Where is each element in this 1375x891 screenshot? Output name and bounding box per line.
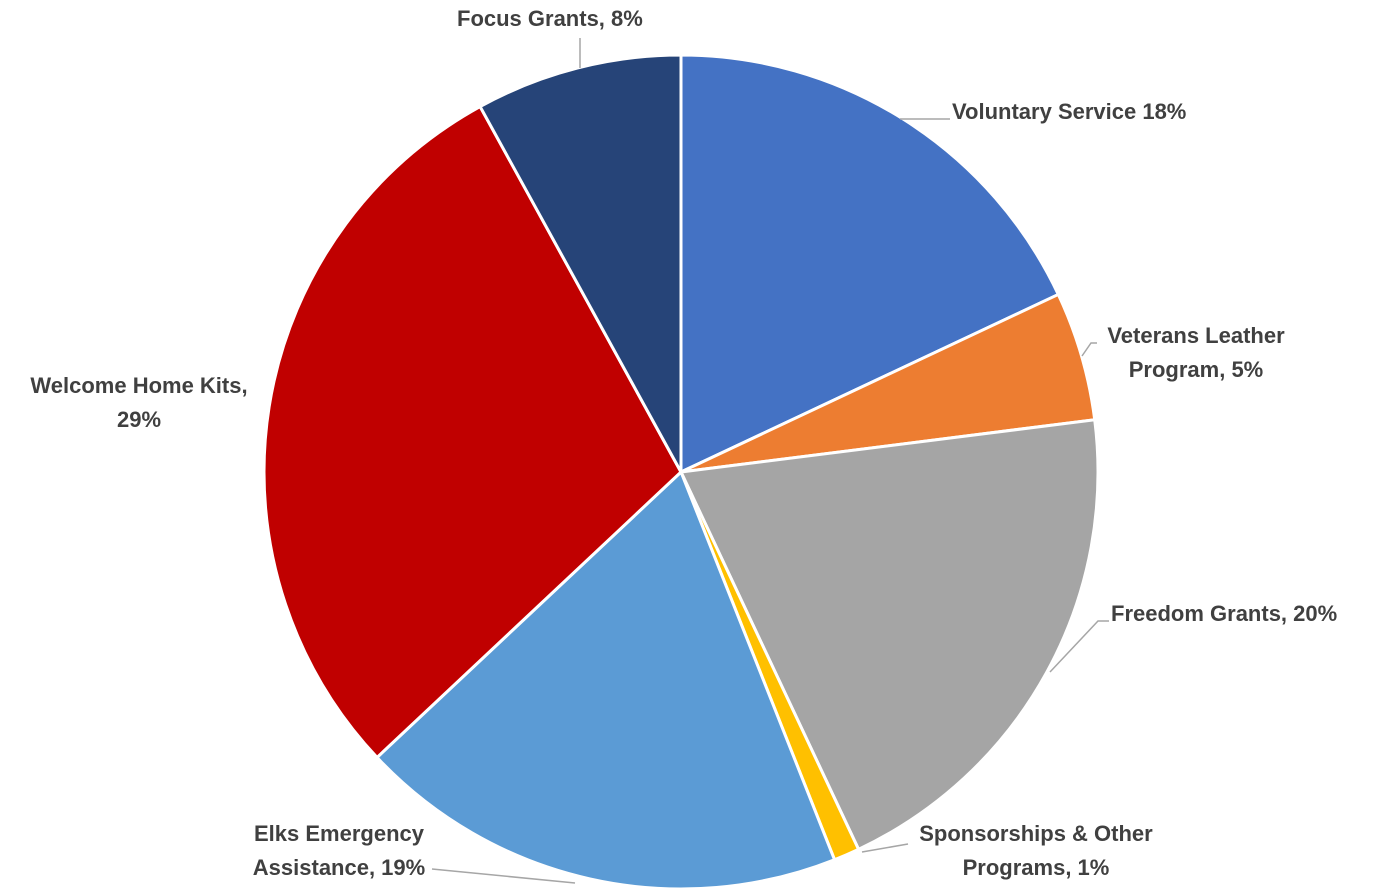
data-label-line: Sponsorships & Other [919, 821, 1153, 846]
data-label-line: Veterans Leather [1107, 323, 1285, 348]
data-label-line: Programs, 1% [963, 855, 1110, 880]
leader-lines [431, 38, 1109, 884]
pie-slice-focus-grants [478, 53, 683, 473]
data-label-line: 29% [117, 407, 161, 432]
data-label-line: Welcome Home Kits, [30, 373, 247, 398]
data-label-veterans-leather-program: Veterans Leather Program, 5% [1107, 323, 1285, 382]
data-label-welcome-home-kits: Welcome Home Kits, 29% [30, 373, 247, 432]
data-label-elks-emergency-assistance: Elks Emergency Assistance, 19% [253, 821, 425, 880]
data-label-line: Focus Grants, 8% [457, 6, 643, 31]
data-labels: Voluntary Service 18% Veterans Leather Pro… [30, 6, 1337, 880]
leader-line-freedom-grants [1049, 620, 1109, 673]
data-label-voluntary-service: Voluntary Service 18% [952, 99, 1186, 124]
pie-slice-freedom-grants [678, 418, 1100, 852]
data-label-line: Assistance, 19% [253, 855, 425, 880]
leader-line-elks-emergency-assistance [431, 868, 576, 884]
data-label-line: Freedom Grants, 20% [1111, 601, 1337, 626]
data-label-line: Program, 5% [1129, 357, 1264, 382]
data-label-sponsorships-and-other-programs: Sponsorships & Other Programs, 1% [919, 821, 1153, 880]
data-label-line: Voluntary Service 18% [952, 99, 1186, 124]
data-label-focus-grants: Focus Grants, 8% [457, 6, 643, 31]
leader-line-veterans-leather-program [1081, 342, 1097, 357]
data-label-line: Elks Emergency [254, 821, 425, 846]
pie-slices [262, 53, 1100, 891]
data-label-freedom-grants: Freedom Grants, 20% [1111, 601, 1337, 626]
leader-line-sponsorships-and-other-programs [861, 843, 909, 853]
pie-slice-welcome-home-kits [262, 104, 683, 760]
pie-slice-voluntary-service [679, 53, 1061, 475]
pie-slice-elks-emergency-assistance [374, 469, 837, 891]
